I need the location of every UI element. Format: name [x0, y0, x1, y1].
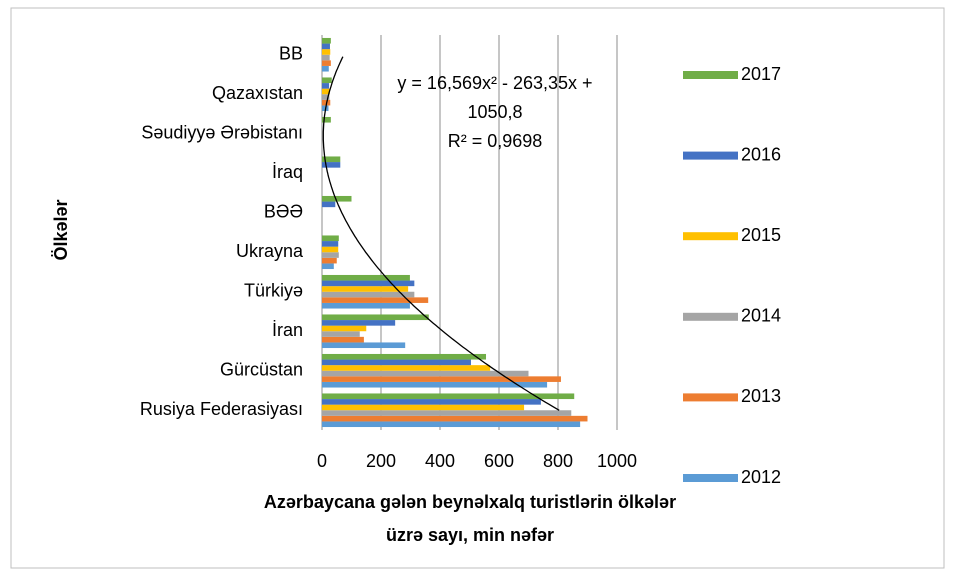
bar: [322, 297, 429, 303]
bar: [322, 235, 339, 242]
bar: [322, 77, 332, 84]
bar: [322, 88, 330, 95]
bar: [322, 342, 406, 349]
trendline-label: 1050,8: [467, 102, 522, 122]
bar: [322, 116, 331, 123]
bar: [322, 302, 410, 309]
bar: [322, 325, 367, 332]
bar: [322, 37, 331, 44]
y-tick-label: Səudiyyə Ərəbistanı: [141, 123, 303, 143]
bar: [322, 60, 331, 66]
bar: [322, 94, 330, 100]
bar: [322, 65, 329, 72]
legend-label: 2013: [741, 386, 781, 406]
x-tick-label: 200: [366, 451, 396, 471]
bar: [322, 195, 352, 202]
bar: [322, 331, 360, 337]
legend-swatch: [683, 151, 738, 160]
legend-label: 2016: [741, 144, 781, 164]
y-tick-label: BB: [279, 44, 303, 64]
bar: [322, 280, 415, 287]
bar: [322, 201, 336, 208]
y-axis-title: Ölkələr: [51, 199, 71, 260]
legend-swatch: [683, 474, 738, 482]
legend-label: 2012: [741, 467, 781, 487]
bar: [322, 421, 581, 428]
y-tick-label: Rusiya Federasiyası: [140, 399, 303, 419]
trendline-label: y = 16,569x² - 263,35x +: [397, 73, 592, 93]
legend-label: 2015: [741, 225, 781, 245]
bar: [322, 263, 334, 270]
legend-label: 2017: [741, 64, 781, 84]
bar: [322, 286, 409, 292]
bar: [322, 336, 364, 343]
x-tick-label: 1000: [597, 451, 637, 471]
legend-swatch: [683, 232, 738, 241]
bar: [322, 291, 415, 298]
bar: [322, 252, 339, 258]
bar: [322, 376, 561, 382]
y-tick-label: Ukrayna: [236, 241, 304, 261]
x-axis-title: üzrə sayı, min nəfər: [386, 525, 554, 545]
y-tick-label: Gürcüstan: [220, 360, 303, 380]
x-tick-label: 600: [484, 451, 514, 471]
bar: [322, 353, 487, 360]
x-tick-label: 0: [317, 451, 327, 471]
legend-swatch: [683, 71, 738, 79]
y-tick-label: İraq: [272, 162, 303, 182]
x-axis-title: Azərbaycana gələn beynəlxalq turistlərin…: [264, 492, 676, 512]
y-tick-label: İran: [272, 320, 303, 340]
bar: [322, 43, 330, 50]
y-tick-label: BƏƏ: [264, 202, 303, 222]
bar: [322, 156, 341, 163]
bar: [322, 246, 339, 253]
legend-label: 2014: [741, 306, 781, 326]
chart-border: [10, 7, 945, 569]
bar: [322, 404, 525, 411]
bar: [322, 314, 429, 321]
bar: [322, 410, 572, 416]
bar: [322, 83, 330, 89]
x-tick-label: 400: [425, 451, 455, 471]
y-tick-label: Qazaxıstan: [212, 83, 303, 103]
trendline-label: R² = 0,9698: [448, 131, 543, 151]
bar: [322, 370, 529, 377]
legend-swatch: [683, 312, 738, 321]
x-tick-label: 800: [543, 451, 573, 471]
bar: [322, 320, 396, 326]
bar: [322, 359, 471, 366]
bar: [322, 274, 410, 281]
bar: [322, 393, 575, 400]
y-tick-label: Türkiyə: [244, 281, 303, 301]
bar: [322, 49, 331, 55]
legend-swatch: [683, 393, 738, 402]
bar: [322, 381, 548, 388]
bar: [322, 241, 339, 247]
bar: [322, 54, 330, 61]
bar: [322, 257, 337, 264]
bar: [322, 415, 588, 422]
bar: [322, 162, 341, 168]
trendline: [322, 56, 560, 411]
bar: [322, 365, 491, 371]
bar: [322, 399, 541, 405]
